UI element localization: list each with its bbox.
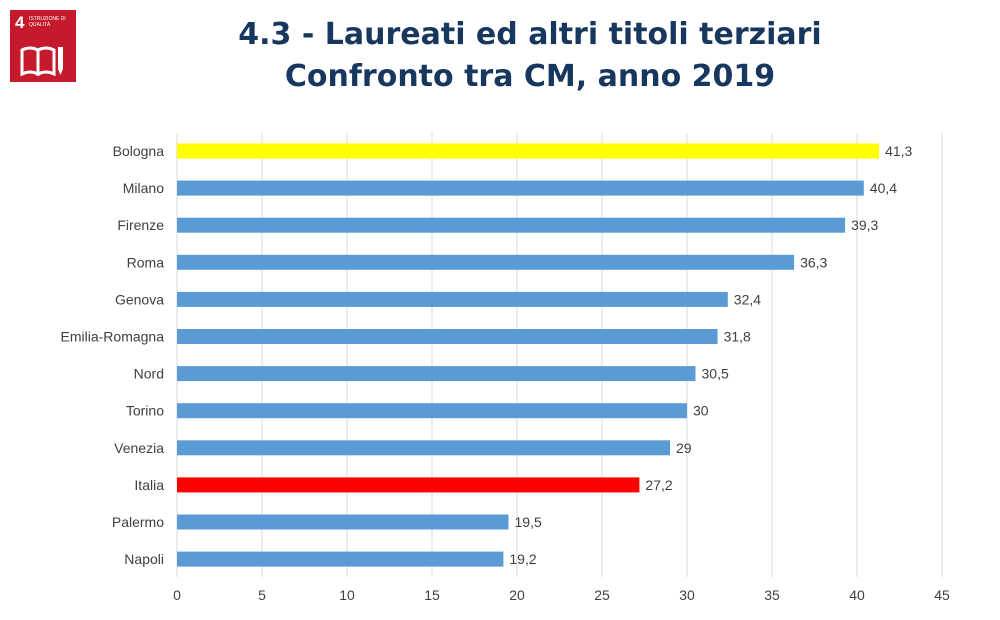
sdg-number: 4 [15, 13, 25, 32]
grid-lines [176, 133, 943, 577]
bar [177, 143, 880, 159]
bar [177, 477, 640, 493]
category-label: Venezia [114, 440, 164, 456]
x-tick-label: 40 [849, 587, 865, 603]
x-tick-label: 45 [934, 587, 950, 603]
x-tick-label: 5 [258, 587, 266, 603]
category-label: Italia [134, 477, 164, 493]
x-tick-label: 20 [509, 587, 525, 603]
bar [177, 403, 687, 419]
category-label: Torino [126, 403, 164, 419]
title-line-1: 4.3 - Laureati ed altri titoli terziari [238, 17, 822, 52]
sdg-badge: 4 Istruzione di qualità [10, 10, 76, 82]
title-line-2: Confronto tra CM, anno 2019 [284, 59, 776, 94]
x-tick-label: 30 [679, 587, 695, 603]
data-label: 32,4 [734, 291, 761, 307]
x-tick-label: 0 [173, 587, 181, 603]
x-tick-label: 35 [764, 587, 780, 603]
x-tick-label: 10 [339, 587, 355, 603]
data-label: 30 [693, 403, 709, 419]
category-label: Nord [134, 366, 164, 382]
category-label: Emilia-Romagna [61, 329, 165, 345]
data-label: 19,5 [515, 514, 542, 530]
category-label: Bologna [113, 143, 165, 159]
bar [177, 551, 504, 567]
data-label: 36,3 [800, 254, 827, 270]
data-label: 19,2 [509, 551, 536, 567]
data-label: 39,3 [851, 217, 878, 233]
data-label: 27,2 [645, 477, 672, 493]
data-label: 29 [676, 440, 692, 456]
x-tick-label: 25 [594, 587, 610, 603]
category-label: Genova [115, 291, 164, 307]
bar [177, 217, 846, 233]
bar [177, 291, 728, 307]
sdg-text: Istruzione di qualità [29, 16, 66, 28]
bar [177, 514, 509, 530]
category-label: Roma [127, 254, 165, 270]
data-label: 40,4 [870, 180, 897, 196]
category-label: Firenze [117, 217, 164, 233]
category-label: Napoli [124, 551, 164, 567]
category-label: Milano [123, 180, 164, 196]
x-tick-label: 15 [424, 587, 440, 603]
page-title: 4.3 - Laureati ed altri titoli terziari … [90, 14, 970, 98]
data-label: 30,5 [702, 366, 729, 382]
category-label: Palermo [112, 514, 164, 530]
data-labels: 41,3 40,4 39,3 36,3 32,4 31,8 30,5 30 29 27,2 19,5… [509, 143, 912, 567]
bar [177, 440, 670, 456]
book-pencil-icon [20, 46, 63, 76]
bar [177, 254, 795, 270]
bar [177, 329, 718, 344]
bars [177, 143, 880, 567]
data-label: 41,3 [885, 143, 912, 159]
x-axis-ticks: 0 5 10 15 20 25 30 35 40 45 [173, 587, 950, 603]
data-label: 31,8 [724, 329, 751, 345]
category-labels: Bologna Milano Firenze Roma Genova Emilia-Rom… [61, 143, 165, 567]
bar [177, 366, 696, 382]
bar [177, 180, 864, 196]
